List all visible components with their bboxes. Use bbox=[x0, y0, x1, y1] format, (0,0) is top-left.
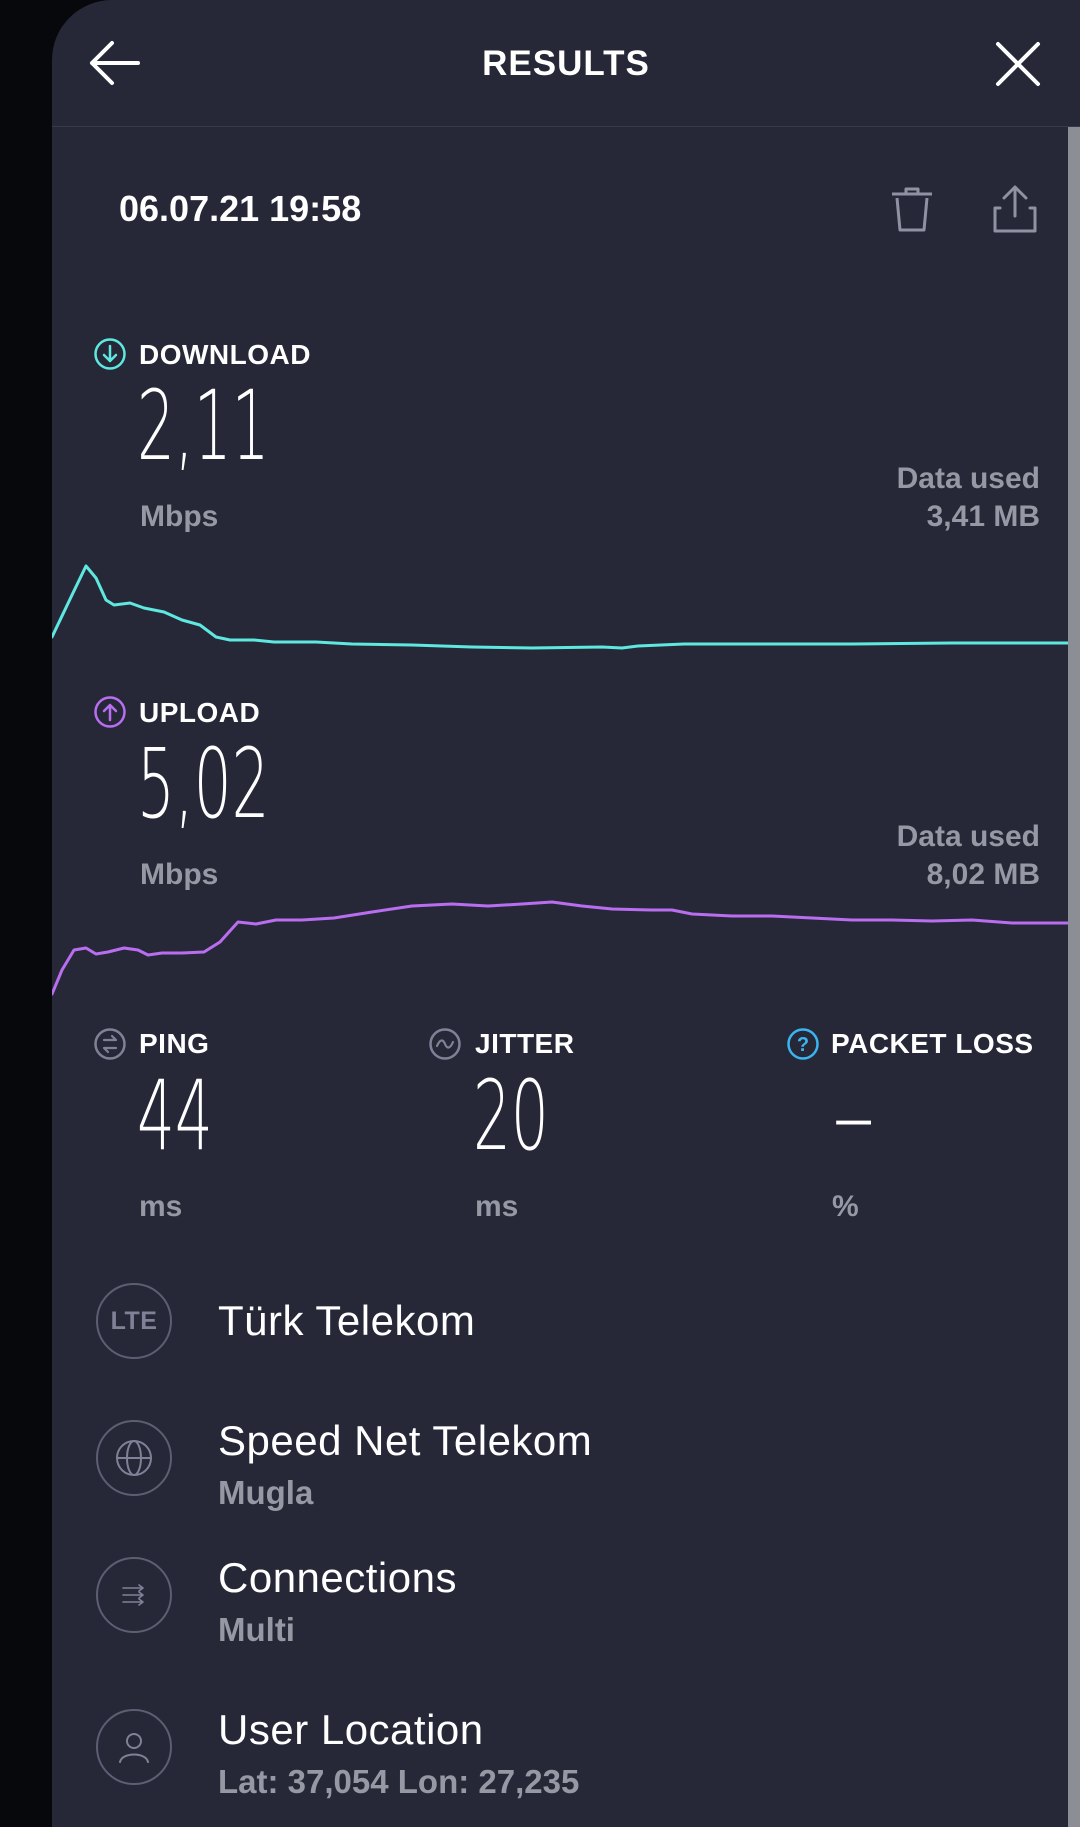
top-bar: RESULTS bbox=[52, 0, 1080, 127]
upload-unit: Mbps bbox=[140, 858, 219, 891]
upload-data-used-label: Data used bbox=[896, 820, 1040, 853]
download-label: DOWNLOAD bbox=[139, 339, 311, 370]
share-icon[interactable] bbox=[992, 184, 1038, 234]
packet-loss-value: – bbox=[832, 1060, 876, 1172]
upload-speed-graph bbox=[52, 900, 1068, 996]
download-data-used: Data used 3,41 MB bbox=[897, 460, 1040, 536]
connections-label: Connections bbox=[218, 1554, 457, 1601]
ping-label: PING bbox=[139, 1028, 210, 1059]
back-arrow-icon[interactable] bbox=[86, 38, 142, 88]
trash-icon[interactable] bbox=[890, 186, 934, 234]
connections-icon-circle bbox=[96, 1557, 172, 1633]
test-date: 06.07.21 19:58 bbox=[119, 188, 362, 229]
upload-data-used-value: 8,02 MB bbox=[926, 858, 1040, 891]
upload-label: UPLOAD bbox=[139, 697, 261, 728]
upload-data-used: Data used 8,02 MB bbox=[897, 818, 1040, 894]
connections-value: Multi bbox=[218, 1611, 295, 1648]
user-location-value: Lat: 37,054 Lon: 27,235 bbox=[218, 1763, 580, 1800]
page-title: RESULTS bbox=[482, 44, 650, 83]
question-circle-icon[interactable]: ? bbox=[786, 1027, 820, 1061]
download-unit: Mbps bbox=[140, 500, 219, 533]
provider-name: Türk Telekom bbox=[218, 1297, 476, 1344]
user-location-label: User Location bbox=[218, 1706, 484, 1753]
server-location: Mugla bbox=[218, 1474, 314, 1511]
scrollbar[interactable] bbox=[1068, 127, 1080, 1827]
close-icon[interactable] bbox=[994, 40, 1042, 88]
download-value: 2,11 bbox=[137, 370, 270, 482]
lte-badge-text: LTE bbox=[110, 1306, 158, 1335]
jitter-label: JITTER bbox=[475, 1028, 575, 1059]
download-data-used-value: 3,41 MB bbox=[926, 500, 1040, 533]
upload-value: 5,02 bbox=[137, 728, 270, 840]
download-circle-icon bbox=[94, 338, 126, 370]
svg-text:?: ? bbox=[797, 1034, 809, 1056]
lte-badge: LTE bbox=[96, 1283, 172, 1359]
jitter-value: 20 bbox=[473, 1060, 549, 1172]
connections-icon bbox=[122, 1584, 144, 1606]
ping-icon bbox=[94, 1028, 126, 1060]
results-screen: RESULTS 06.07.21 19:58 DOWNLOAD 2,11 Mbp… bbox=[52, 0, 1080, 1827]
jitter-unit: ms bbox=[475, 1190, 519, 1223]
ping-value: 44 bbox=[137, 1060, 213, 1172]
download-speed-graph bbox=[52, 564, 1068, 650]
upload-circle-icon bbox=[94, 696, 126, 728]
server-name: Speed Net Telekom bbox=[218, 1417, 593, 1464]
server-icon-circle bbox=[96, 1420, 172, 1496]
ping-unit: ms bbox=[139, 1190, 183, 1223]
globe-icon bbox=[116, 1440, 152, 1476]
download-data-used-label: Data used bbox=[896, 462, 1040, 495]
packet-loss-unit: % bbox=[832, 1190, 859, 1223]
user-icon-circle bbox=[96, 1709, 172, 1785]
user-icon bbox=[119, 1733, 149, 1763]
jitter-icon bbox=[429, 1028, 461, 1060]
packet-loss-label: PACKET LOSS bbox=[831, 1028, 1034, 1059]
